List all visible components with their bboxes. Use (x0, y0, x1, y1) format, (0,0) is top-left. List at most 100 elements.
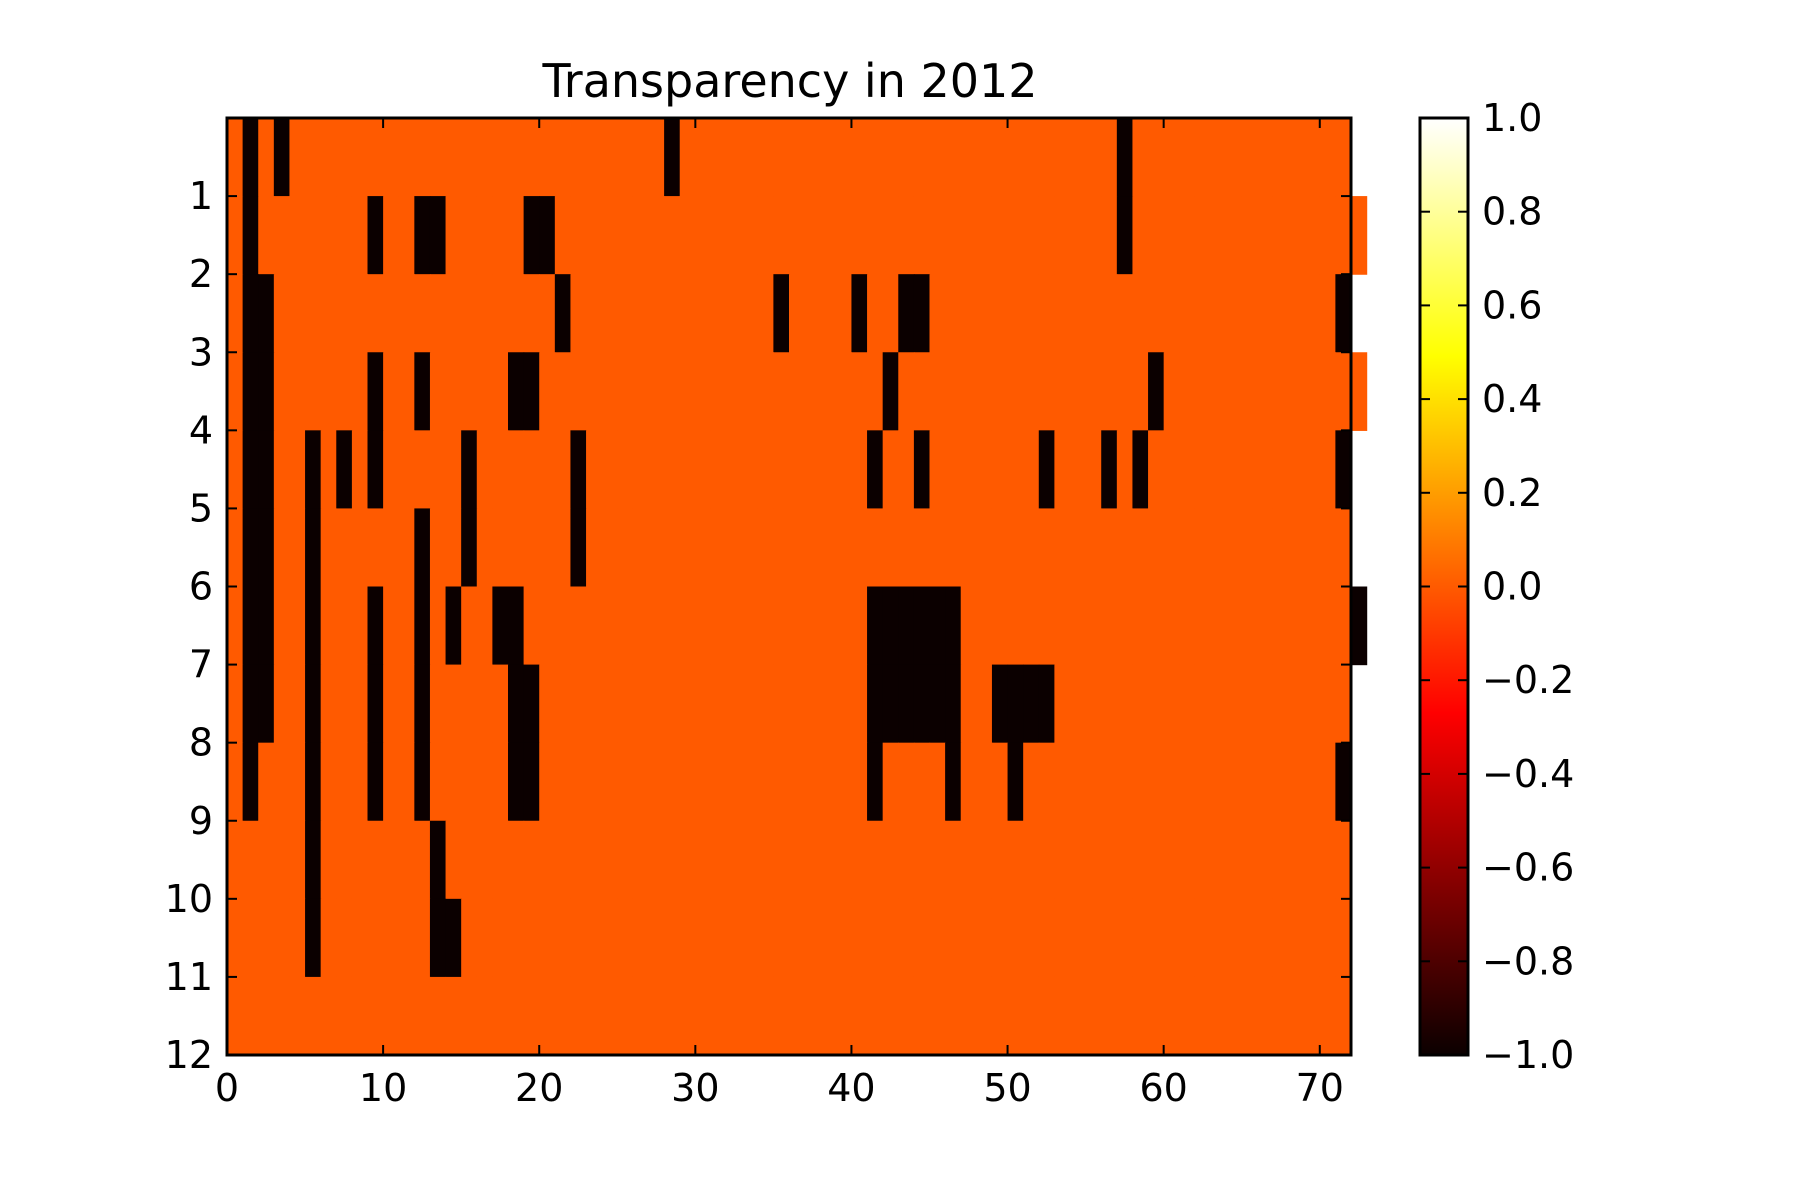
heatmap-cell (1132, 820, 1149, 900)
heatmap-cell (1038, 430, 1055, 510)
heatmap-cell (1054, 898, 1071, 978)
heatmap-cell (508, 430, 525, 510)
heatmap-cell (1132, 742, 1149, 822)
heatmap-cell (1101, 352, 1118, 431)
heatmap-cell (492, 586, 509, 666)
heatmap-cell (492, 976, 509, 1056)
heatmap-cell (336, 196, 353, 275)
heatmap-cell (1054, 820, 1071, 900)
heatmap-cell (305, 898, 322, 978)
heatmap-cell (617, 820, 634, 900)
heatmap-cell (461, 352, 478, 431)
heatmap-cell (991, 430, 1009, 510)
heatmap-cell (913, 352, 931, 431)
heatmap-cell (1179, 352, 1196, 431)
heatmap-cell (1085, 742, 1102, 822)
heatmap-cell (1210, 898, 1227, 978)
heatmap-cell (1163, 508, 1180, 588)
heatmap-cell (1070, 586, 1087, 666)
heatmap-cell (492, 196, 509, 275)
heatmap-cell (804, 196, 821, 275)
heatmap-cell (1085, 430, 1102, 510)
colorbar-tick-label: 0.2 (1482, 471, 1542, 515)
heatmap-cell (867, 118, 884, 197)
heatmap-cell (742, 430, 759, 510)
heatmap-cell (586, 352, 603, 431)
colorbar-tick-label: 0.0 (1482, 565, 1542, 609)
heatmap-cell (820, 118, 837, 197)
heatmap-cell (1101, 274, 1118, 353)
heatmap-cell (1070, 664, 1087, 744)
heatmap-cell (242, 274, 259, 353)
heatmap-cell (789, 118, 806, 197)
heatmap-cell (429, 118, 447, 197)
heatmap-cell (601, 664, 618, 744)
x-tick-label: 40 (827, 1066, 875, 1110)
heatmap-cell (429, 586, 447, 666)
heatmap-cell (789, 976, 806, 1056)
heatmap-cell (648, 664, 665, 744)
heatmap-cell (367, 118, 384, 197)
heatmap-cell (1210, 820, 1227, 900)
heatmap-cell (1210, 586, 1227, 666)
heatmap-cell (991, 664, 1009, 744)
heatmap-cell (445, 118, 462, 197)
heatmap-cell (1085, 274, 1102, 353)
heatmap-cell (757, 586, 774, 666)
heatmap-cell (289, 586, 306, 666)
heatmap-cell (1007, 352, 1024, 431)
heatmap-cell (539, 586, 556, 666)
heatmap-cell (227, 118, 244, 197)
heatmap-cell (882, 898, 899, 978)
heatmap-cell (227, 430, 244, 510)
heatmap-cell (1351, 352, 1368, 431)
heatmap-cell (586, 664, 603, 744)
heatmap-cell (1194, 508, 1212, 588)
heatmap-cell (1319, 118, 1336, 197)
heatmap-cell (945, 586, 962, 666)
heatmap-cell (632, 976, 650, 1056)
heatmap-cell (336, 274, 353, 353)
heatmap-cell (383, 430, 400, 510)
heatmap-cell (1085, 976, 1102, 1056)
heatmap-cell (789, 898, 806, 978)
heatmap-cell (1116, 898, 1134, 978)
heatmap-cell (1226, 196, 1243, 275)
heatmap-cell (913, 508, 931, 588)
heatmap-cell (367, 430, 384, 510)
heatmap-cell (1163, 352, 1180, 431)
heatmap-cell (1085, 820, 1102, 900)
heatmap-cell (757, 508, 774, 588)
heatmap-cell (1038, 820, 1055, 900)
heatmap-cell (351, 118, 369, 197)
heatmap-cell (242, 196, 259, 275)
heatmap-cell (289, 976, 306, 1056)
heatmap-cell (227, 820, 244, 900)
heatmap-cell (429, 742, 447, 822)
heatmap-cell (1070, 898, 1087, 978)
heatmap-cell (476, 118, 493, 197)
heatmap-cell (1288, 196, 1305, 275)
heatmap-cell (554, 820, 572, 900)
heatmap-cell (726, 898, 743, 978)
heatmap-cell (710, 196, 728, 275)
heatmap-cell (1210, 976, 1227, 1056)
heatmap-cell (601, 976, 618, 1056)
heatmap-cell (757, 742, 774, 822)
heatmap-cell (1038, 898, 1055, 978)
heatmap-cell (273, 586, 291, 666)
heatmap-cell (648, 976, 665, 1056)
heatmap-cell (742, 508, 759, 588)
heatmap-cell (913, 196, 931, 275)
heatmap-cell (367, 274, 384, 353)
heatmap-cell (851, 586, 868, 666)
heatmap-cell (664, 274, 681, 353)
heatmap-cell (227, 664, 244, 744)
heatmap-cell (976, 196, 993, 275)
heatmap-cell (289, 274, 306, 353)
heatmap-cell (991, 898, 1009, 978)
heatmap-cell (851, 430, 868, 510)
colorbar-tick-label: 0.6 (1482, 283, 1542, 327)
heatmap-cell (835, 274, 853, 353)
